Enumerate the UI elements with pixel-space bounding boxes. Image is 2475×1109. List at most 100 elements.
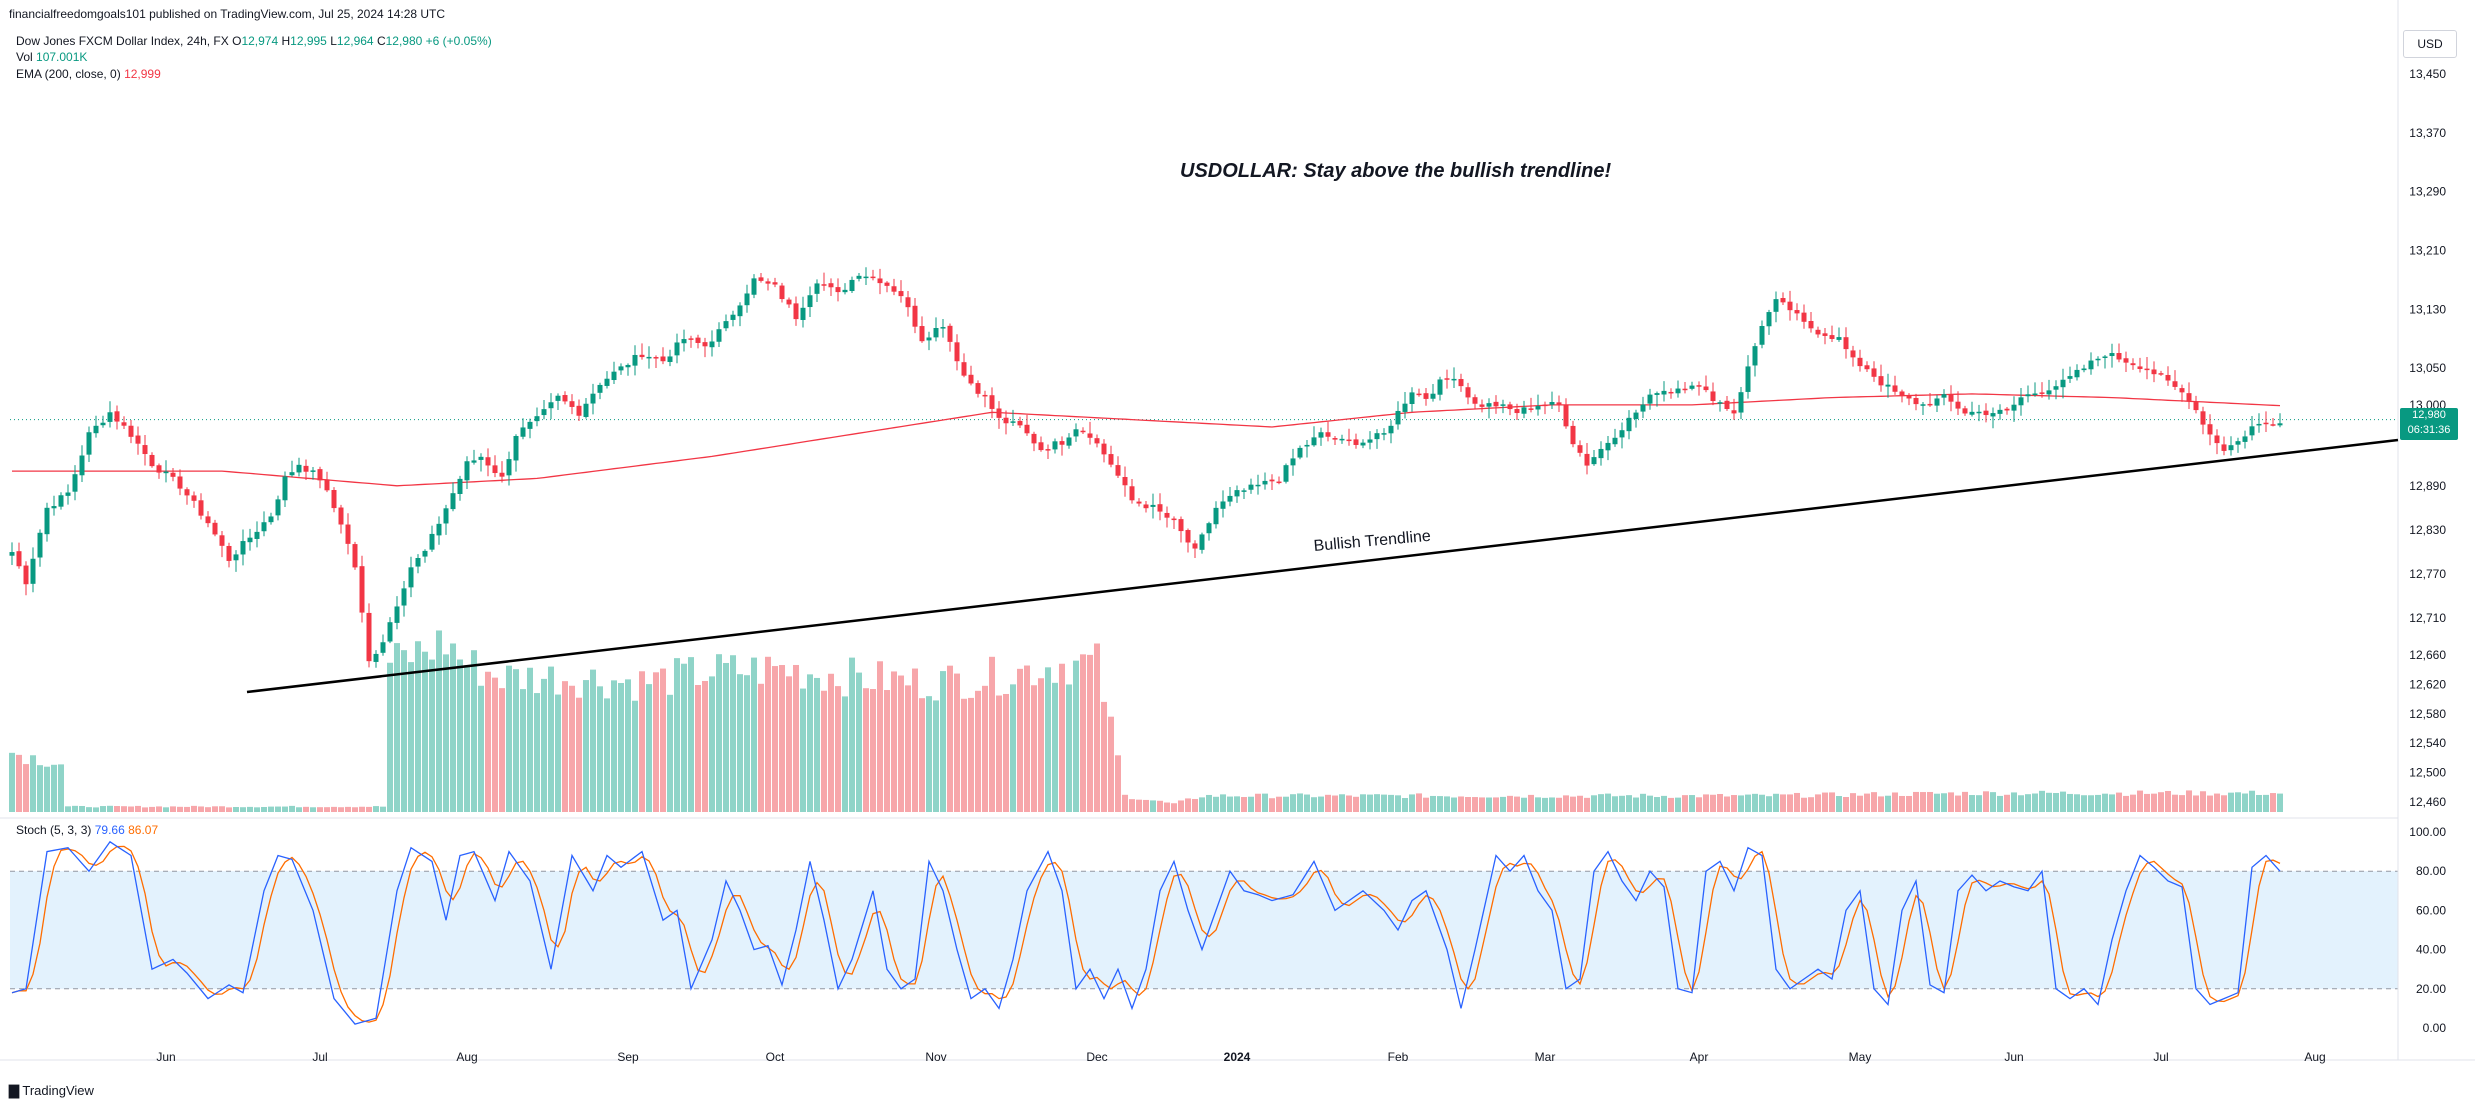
- time-axis[interactable]: Jun Jul Aug Sep Oct Nov Dec 2024 Feb Mar Apr May Jun…: [156, 1050, 2325, 1064]
- volume-bar: [1857, 795, 1863, 812]
- stoch-tick-label: 0.00: [2423, 1021, 2447, 1035]
- volume-bar: [800, 688, 806, 812]
- volume-bar: [422, 651, 428, 812]
- candle-body: [1535, 406, 1541, 410]
- volume-bar: [541, 678, 547, 812]
- candle-body: [1906, 395, 1912, 399]
- candle-body: [2165, 374, 2171, 381]
- candle-body: [1192, 543, 1198, 549]
- candle-body: [1591, 457, 1597, 465]
- volume-bar: [1808, 797, 1814, 812]
- stoch-lines: [11, 840, 2281, 1025]
- candle-body: [2074, 369, 2080, 378]
- candle-body: [996, 408, 1002, 418]
- candle-body: [37, 532, 43, 558]
- volume-bar: [982, 685, 988, 812]
- volume-bar: [485, 671, 491, 812]
- candle-body: [1948, 394, 1954, 402]
- candle-body: [1073, 429, 1079, 437]
- candle-body: [555, 395, 561, 401]
- volume-bar: [1017, 668, 1023, 812]
- instrument-name[interactable]: Dow Jones FXCM Dollar Index, 24h, FX: [16, 34, 229, 48]
- candle-body: [1570, 425, 1576, 445]
- candle-body: [2249, 426, 2255, 436]
- volume-bar: [72, 805, 78, 812]
- candle-body: [2053, 386, 2059, 390]
- candle-body: [2172, 381, 2178, 387]
- candle-body: [198, 500, 204, 516]
- ema-label[interactable]: EMA (200, close, 0): [16, 67, 121, 81]
- candle-body: [863, 276, 869, 279]
- volume-bar: [702, 680, 708, 812]
- volume-bar: [555, 694, 561, 812]
- time-tick-label: Jun: [156, 1050, 175, 1064]
- candle-body: [1577, 445, 1583, 453]
- volume-bar: [2214, 793, 2220, 812]
- candle-body: [1983, 410, 1989, 416]
- candle-body: [303, 465, 309, 472]
- low-label: L: [330, 34, 337, 48]
- candle-body: [1269, 479, 1275, 482]
- volume-bar: [1304, 794, 1310, 812]
- volume-bar: [807, 674, 813, 812]
- candle-body: [1395, 410, 1401, 425]
- open-label: O: [232, 34, 242, 48]
- volume-bar: [366, 806, 372, 812]
- volume-bar: [1192, 798, 1198, 812]
- price-tick-label: 12,770: [2409, 567, 2446, 581]
- time-tick-label: Feb: [1388, 1050, 1409, 1064]
- volume-bar: [1633, 797, 1639, 812]
- time-tick-label: Jun: [2004, 1050, 2023, 1064]
- volume-bar: [695, 685, 701, 812]
- volume-bar: [1836, 796, 1842, 812]
- volume-bar: [2088, 795, 2094, 812]
- candle-body: [1171, 518, 1177, 521]
- candle-body: [1038, 442, 1044, 451]
- stoch-label[interactable]: Stoch (5, 3, 3): [16, 823, 92, 837]
- candle-body: [982, 394, 988, 397]
- volume-bar: [1535, 797, 1541, 812]
- tradingview-logo[interactable]: ▇ TradingView: [9, 1083, 94, 1099]
- volume-bar: [1451, 797, 1457, 812]
- volume-bar: [2179, 795, 2185, 812]
- volume-bar: [1962, 791, 1968, 812]
- volume-bar: [730, 655, 736, 812]
- candle-body: [611, 371, 617, 381]
- volume-bar: [128, 806, 134, 812]
- volume-bar: [1248, 796, 1254, 812]
- volume-bar: [499, 688, 505, 812]
- volume-bar: [1654, 797, 1660, 812]
- volume-bar: [1941, 793, 1947, 812]
- volume-bar: [898, 675, 904, 812]
- bullish-trendline[interactable]: [246, 438, 2399, 694]
- stoch-tick-label: 100.00: [2409, 825, 2446, 839]
- candle-body: [457, 478, 463, 495]
- volume-bar: [919, 698, 925, 812]
- volume-bar: [16, 754, 22, 812]
- candle-body: [317, 469, 323, 481]
- volume-bar: [1164, 802, 1170, 812]
- candle-body: [1710, 391, 1716, 402]
- candle-body: [254, 531, 260, 539]
- candle-body: [604, 378, 610, 386]
- candle-body: [51, 506, 57, 509]
- candles: [9, 267, 2283, 668]
- volume-bar: [639, 671, 645, 812]
- volume-bar: [1675, 797, 1681, 812]
- candle-body: [520, 427, 526, 437]
- volume-bar: [1255, 793, 1261, 812]
- currency-button[interactable]: USD: [2403, 30, 2457, 58]
- candle-body: [639, 354, 645, 358]
- volume-bar: [1150, 800, 1156, 812]
- candle-body: [828, 283, 834, 288]
- publish-info: financialfreedomgoals101 published on Tr…: [9, 7, 446, 21]
- candle-body: [667, 356, 673, 362]
- vol-label[interactable]: Vol: [16, 50, 33, 64]
- price-tick-label: 12,710: [2409, 611, 2446, 625]
- candle-body: [345, 524, 351, 544]
- stoch-axis[interactable]: 100.00 80.00 60.00 40.00 20.00 0.00: [2409, 825, 2446, 1035]
- candle-body: [1031, 433, 1037, 444]
- volume-bar: [1129, 799, 1135, 812]
- candle-body: [2277, 423, 2283, 426]
- volume-bar: [1171, 803, 1177, 812]
